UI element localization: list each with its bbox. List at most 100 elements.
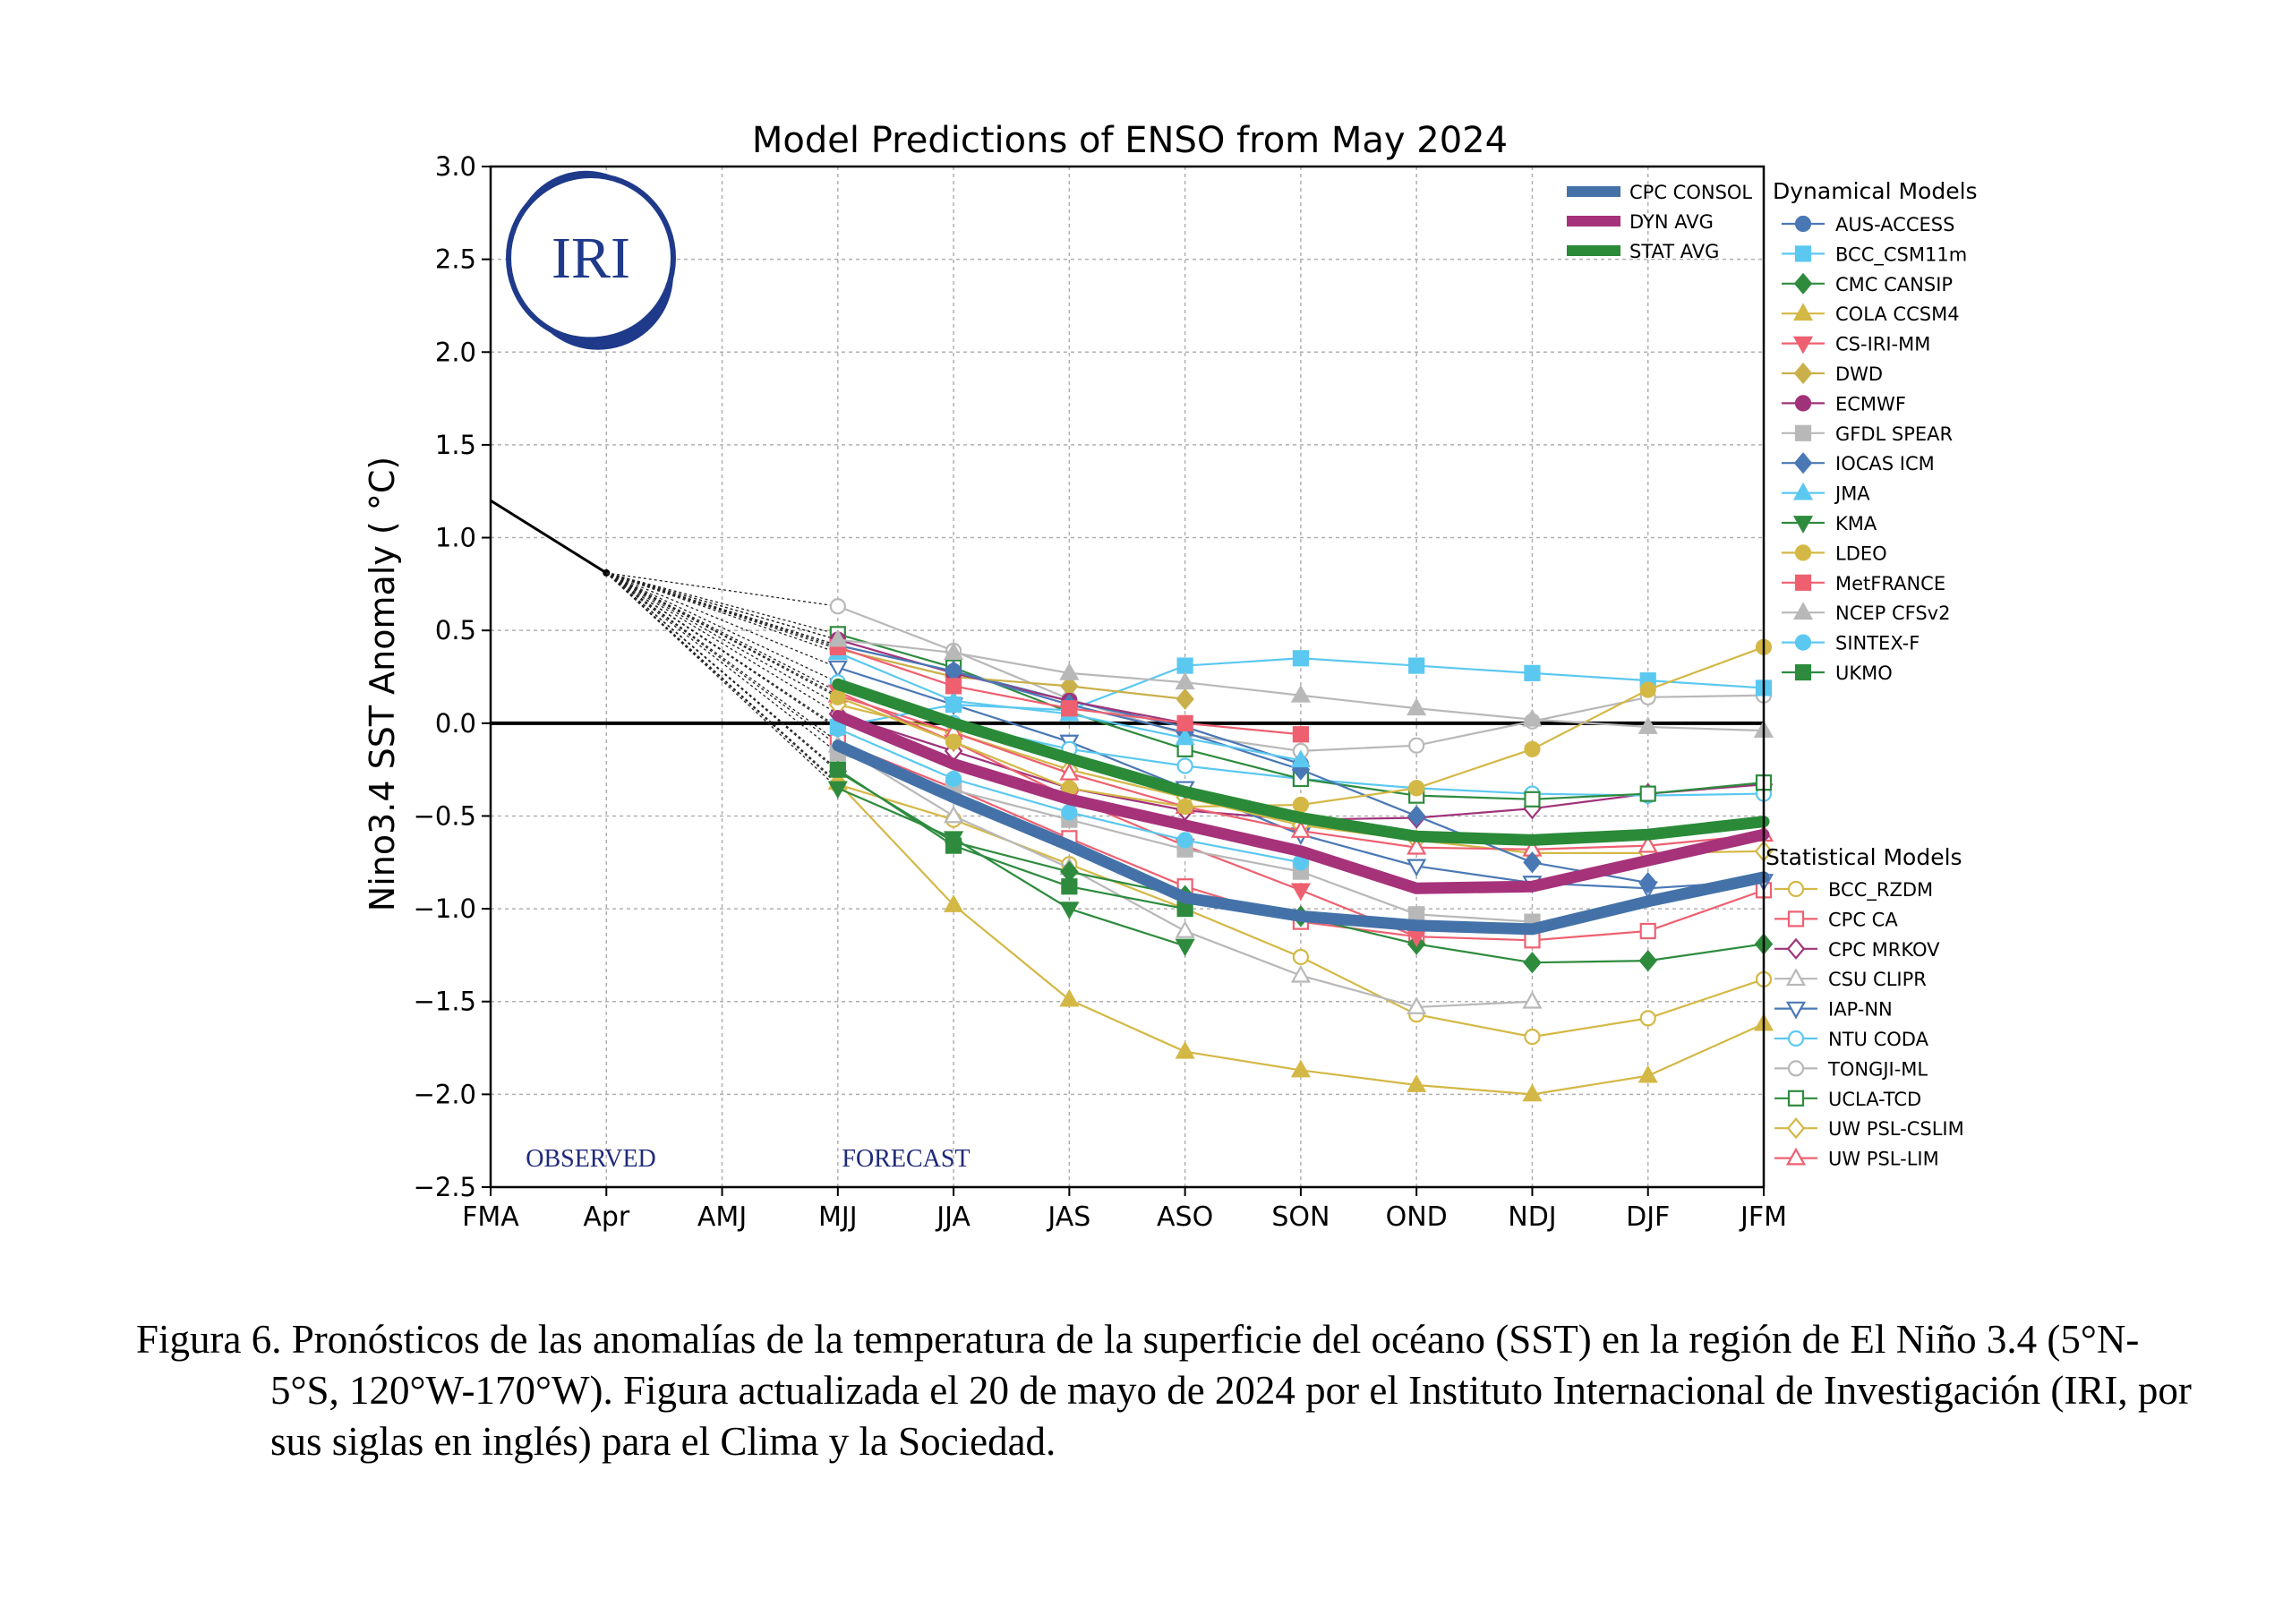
legend-label-metfrance: MetFRANCE: [1835, 573, 1945, 594]
point-ukmo: [1061, 878, 1078, 895]
fan-line: [605, 572, 839, 697]
point-csu-clipr: [944, 805, 964, 824]
caption-line-1: Figura 6. Pronósticos de las anomalías d…: [136, 1317, 1792, 1362]
y-tick-label: −1.0: [414, 893, 476, 924]
point-ncep-cfsv2: [944, 642, 964, 660]
legend-marker-csu-clipr: [1785, 968, 1807, 987]
series-kma: [837, 787, 1185, 947]
axes: FMA Apr AMJ MJJ JJA JAS ASO SON OND NDJ DJF JFM 3.0 2…: [414, 151, 1787, 1233]
legend-marker-jma: [1792, 482, 1814, 500]
point-csu-clipr: [1522, 990, 1543, 1009]
point-jma: [1290, 749, 1311, 768]
point-bcc-csm11m: [1524, 664, 1541, 681]
y-tick-label: 1.0: [435, 523, 476, 553]
fan-line: [605, 572, 839, 730]
legend-marker-gfdl-spear: [1794, 424, 1812, 441]
point-ucla-tcd: [1524, 791, 1541, 808]
point-iap-nn: [827, 660, 848, 679]
legend-label-uw-psl-lim: UW PSL-LIM: [1828, 1149, 1939, 1170]
legend-marker-ucla-tcd: [1787, 1090, 1805, 1107]
legend-marker-ukmo: [1794, 663, 1812, 681]
point-ncep-cfsv2: [1637, 716, 1658, 734]
legend-label-aus-access: AUS-ACCESS: [1835, 214, 1954, 235]
point-sintex-f: [945, 770, 962, 788]
series-iocas-icm: [837, 644, 1648, 885]
point-bcc-rzdm: [1639, 1010, 1656, 1027]
legend-label-uw-psl-cslim: UW PSL-CSLIM: [1828, 1118, 1964, 1140]
series-cpc-consol: [832, 739, 1770, 936]
legend-label-iocas-icm: IOCAS ICM: [1835, 453, 1935, 474]
x-tick-label: JAS: [1046, 1201, 1090, 1233]
x-tick-label: MJJ: [818, 1201, 858, 1233]
point-ncep-cfsv2: [1175, 671, 1195, 690]
legend-label-cpc-consol: CPC CONSOL: [1629, 182, 1752, 203]
y-axis-label: Nino3.4 SST Anomaly ( °C): [363, 457, 402, 911]
x-tick-label: AMJ: [697, 1201, 747, 1233]
point-ldeo: [1292, 796, 1310, 814]
point-cmc-cansip: [1638, 950, 1657, 972]
legend-marker-uw-psl-lim: [1785, 1147, 1807, 1166]
forecast-label: FORECAST: [842, 1145, 970, 1173]
point-ukmo: [829, 761, 846, 778]
point-cola-ccsm4: [1059, 988, 1080, 1007]
x-tick-label: FMA: [462, 1201, 519, 1233]
point-bcc-csm11m: [1292, 650, 1310, 667]
point-ntu-coda: [1176, 757, 1193, 774]
legend-label-cmc-cansip: CMC CANSIP: [1835, 274, 1953, 295]
point-cola-ccsm4: [1175, 1040, 1195, 1059]
legend-marker-ldeo: [1794, 544, 1812, 561]
legend-marker-cs-iri-mm: [1792, 336, 1814, 355]
fan-line: [606, 572, 838, 635]
point-ldeo: [1176, 798, 1193, 816]
observed-series: [490, 499, 839, 789]
legend-label-sintex-f: SINTEX-F: [1835, 633, 1920, 654]
point-tongji-ml: [1408, 737, 1425, 754]
point-cpc-ca: [1524, 932, 1541, 949]
y-tick-label: 2.0: [435, 337, 476, 367]
legend-label-tongji-ml: TONGJI-ML: [1827, 1058, 1928, 1080]
legend-label-dwd: DWD: [1835, 363, 1883, 385]
legend-marker-bcc-csm11m: [1794, 245, 1812, 262]
series-stat-avg: [832, 678, 1770, 846]
fan-line: [606, 572, 839, 669]
x-tick-label: ASO: [1157, 1201, 1213, 1233]
point-dwd: [1176, 688, 1194, 710]
caption-line-2: de El Niño 3.4 (5°N-5°S, 120°W-170°W). F…: [270, 1317, 2140, 1413]
point-ncep-cfsv2: [1407, 697, 1427, 716]
legend-label-dyn-avg: DYN AVG: [1629, 211, 1714, 233]
enso-chart: Model Predictions of ENSO from May 2024 …: [363, 120, 1978, 1233]
figure-caption: Figura 6. Pronósticos de las anomalías d…: [136, 1314, 2195, 1467]
point-iocas-icm: [1407, 805, 1426, 827]
point-cola-ccsm4: [1522, 1083, 1543, 1102]
legend-label-iap-nn: IAP-NN: [1828, 999, 1893, 1021]
legend-marker-aus-access: [1794, 215, 1812, 233]
point-uw-psl-lim: [1059, 762, 1080, 781]
point-csu-clipr: [1290, 964, 1311, 983]
legend-marker-tongji-ml: [1787, 1060, 1805, 1077]
point-iocas-icm: [1638, 871, 1657, 894]
legend-label-ecmwf: ECMWF: [1835, 393, 1906, 415]
point-bcc-rzdm: [1524, 1029, 1541, 1046]
point-metfrance: [1292, 726, 1310, 743]
point-sintex-f: [1061, 804, 1078, 821]
legend-label-gfdl-spear: GFDL SPEAR: [1835, 423, 1953, 445]
iri-logo: IRI: [506, 170, 676, 350]
point-ldeo: [1524, 740, 1541, 757]
point-cs-iri-mm: [1290, 883, 1311, 902]
point-sintex-f: [1176, 832, 1193, 849]
point-ucla-tcd: [1639, 785, 1656, 802]
legend-label-cpc-mrkov: CPC MRKOV: [1828, 939, 1940, 961]
legend-marker-ntu-coda: [1787, 1030, 1805, 1047]
point-ncep-cfsv2: [1290, 684, 1311, 703]
legend-marker-iocas-icm: [1793, 452, 1813, 474]
point-bcc-csm11m: [1176, 657, 1193, 674]
point-metfrance: [1176, 714, 1193, 731]
y-tick-label: −1.5: [414, 987, 476, 1017]
legends: CPC CONSOL DYN AVG STAT AVG Dynamical Model…: [1567, 178, 1978, 1170]
legend-label-ukmo: UKMO: [1835, 662, 1893, 684]
fan-line: [605, 572, 839, 705]
legend-marker-ecmwf: [1794, 395, 1812, 412]
point-ncep-cfsv2: [827, 628, 848, 647]
point-metfrance: [1061, 700, 1078, 717]
legend-label-jma: JMA: [1834, 483, 1870, 505]
